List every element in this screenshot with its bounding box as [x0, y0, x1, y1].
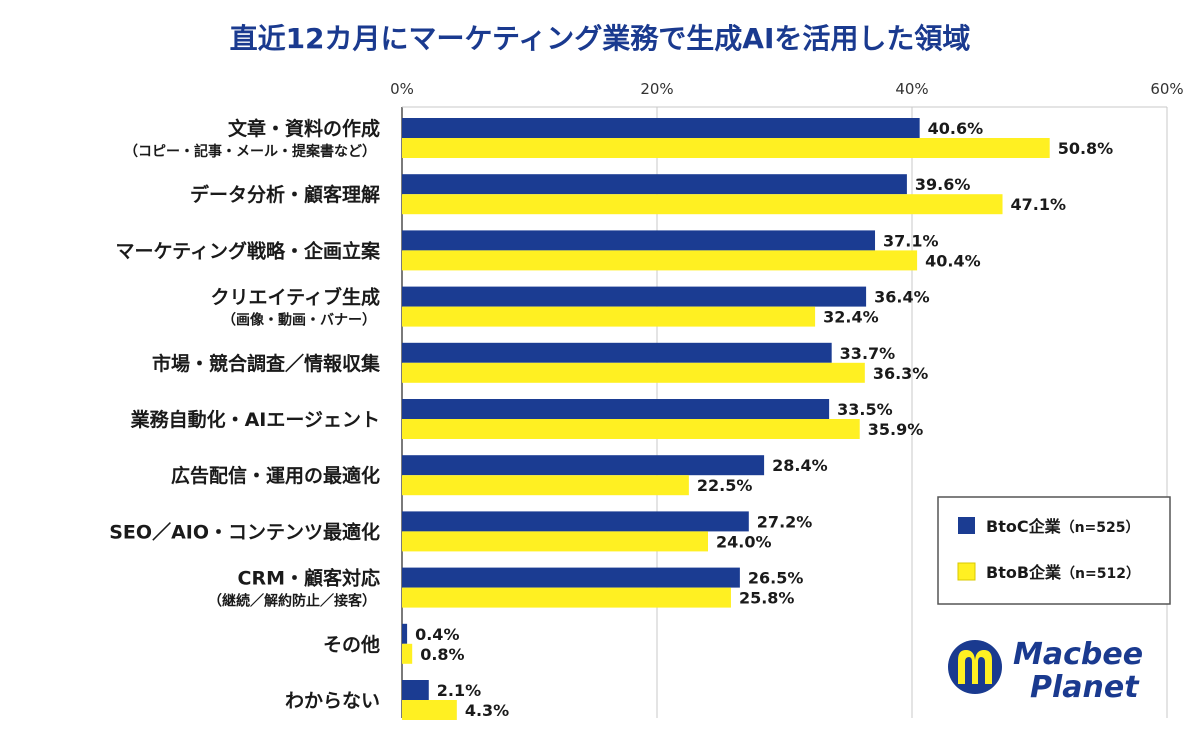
bar-btob-0: [402, 138, 1050, 158]
category-sublabel-3: （画像・動画・バナー）: [222, 312, 376, 329]
value-label-btob-10: 4.3%: [465, 701, 509, 720]
value-label-btoc-5: 33.5%: [837, 400, 893, 419]
bar-btob-10: [402, 700, 457, 720]
bar-btob-7: [402, 531, 708, 552]
macbee-planet-logo: Macbee Planet: [948, 637, 1143, 705]
bar-btoc-4: [402, 342, 832, 363]
value-label-btob-6: 22.5%: [697, 476, 753, 495]
category-label-2: マーケティング戦略・企画立案: [116, 239, 381, 262]
category-label-6: 広告配信・運用の最適化: [171, 464, 380, 487]
bar-btoc-2: [402, 230, 876, 251]
value-label-btob-1: 47.1%: [1011, 195, 1067, 214]
category-label-7: SEO／AIO・コンテンツ最適化: [109, 520, 380, 543]
category-sublabel-0: （コピー・記事・メール・提案書など）: [124, 143, 376, 160]
category-label-5: 業務自動化・AIエージェント: [130, 408, 380, 431]
x-axis-ticks: 0% 20% 40% 60%: [390, 80, 1184, 98]
value-labels: 40.6% 50.8% 39.6% 47.1% 37.1%40.4% 36.4%32.4%…: [415, 119, 1113, 720]
value-label-btob-7: 24.0%: [716, 532, 772, 551]
bar-btoc-6: [402, 455, 765, 476]
bar-btoc-1: [402, 174, 907, 195]
category-labels: 文章・資料の作成 （コピー・記事・メール・提案書など） データ分析・顧客理解マーケテ…: [109, 117, 381, 712]
legend-name-btoc: BtoC企業: [986, 517, 1062, 536]
bar-btob-9: [402, 643, 413, 664]
legend-swatch-btoc: [958, 517, 975, 534]
value-label-btob-2: 40.4%: [925, 251, 981, 270]
bar-btob-4: [402, 362, 865, 383]
bar-btob-2: [402, 250, 918, 271]
legend-frame: [937, 496, 1171, 605]
legend-label-btob: BtoB企業（n=512）: [986, 563, 1140, 582]
value-label-btoc-9: 0.4%: [415, 625, 459, 644]
legend-swatch-btob: [957, 562, 976, 581]
bar-btob-8: [402, 587, 731, 608]
bar-btoc-0: [402, 118, 920, 138]
value-label-btob-9: 0.8%: [420, 645, 464, 664]
value-label-btob-8: 25.8%: [739, 589, 795, 608]
category-label-0: 文章・資料の作成: [228, 117, 380, 140]
bar-btob-3: [402, 306, 816, 327]
chart-title: 直近12カ月にマーケティング業務で生成AIを活用した領域: [230, 22, 971, 55]
value-label-btob-4: 36.3%: [873, 364, 929, 383]
value-label-btoc-10: 2.1%: [437, 681, 481, 700]
category-sublabel-8: （継続／解約防止／接客）: [208, 593, 376, 610]
bar-btoc-9: [402, 623, 408, 644]
legend-n-btoc: （n=525）: [1061, 520, 1140, 536]
value-label-btoc-2: 37.1%: [883, 231, 939, 250]
category-label-10: わからない: [285, 690, 380, 712]
category-label-8: CRM・顧客対応: [238, 567, 380, 590]
bar-btoc-5: [402, 399, 830, 419]
value-label-btoc-1: 39.6%: [915, 175, 971, 194]
x-tick-label-3: 60%: [1150, 80, 1183, 98]
value-label-btob-0: 50.8%: [1058, 139, 1114, 158]
legend-n-btob: （n=512）: [1061, 566, 1140, 582]
value-label-btoc-8: 26.5%: [748, 569, 804, 588]
logo-mark-m-icon: [958, 650, 992, 684]
value-label-btoc-0: 40.6%: [928, 119, 984, 138]
bar-btoc-3: [402, 286, 867, 307]
legend-name-btob: BtoB企業: [986, 563, 1062, 582]
bar-btob-6: [402, 475, 689, 496]
legend: BtoC企業（n=525） BtoB企業（n=512）: [937, 496, 1171, 605]
value-label-btoc-6: 28.4%: [772, 456, 828, 475]
category-label-1: データ分析・顧客理解: [190, 183, 380, 206]
logo-text-macbee: Macbee: [1013, 637, 1143, 672]
value-label-btob-5: 35.9%: [868, 420, 924, 439]
bar-btoc-8: [402, 567, 740, 588]
category-label-3: クリエイティブ生成: [211, 286, 380, 309]
value-label-btoc-7: 27.2%: [757, 512, 813, 531]
bar-btoc-7: [402, 511, 749, 532]
x-tick-label-1: 20%: [640, 80, 673, 98]
value-label-btoc-3: 36.4%: [874, 288, 930, 307]
bar-btob-1: [402, 194, 1003, 215]
bar-btob-5: [402, 419, 860, 439]
logo-text-planet: Planet: [1030, 670, 1140, 705]
bar-btoc-10: [402, 680, 429, 700]
category-label-9: その他: [323, 633, 380, 656]
legend-label-btoc: BtoC企業（n=525）: [986, 517, 1140, 536]
category-label-4: 市場・競合調査／情報収集: [152, 352, 381, 375]
bars: [402, 118, 1050, 720]
value-label-btob-3: 32.4%: [823, 308, 879, 327]
x-tick-label-2: 40%: [895, 80, 928, 98]
value-label-btoc-4: 33.7%: [840, 344, 896, 363]
x-tick-label-0: 0%: [390, 80, 414, 98]
